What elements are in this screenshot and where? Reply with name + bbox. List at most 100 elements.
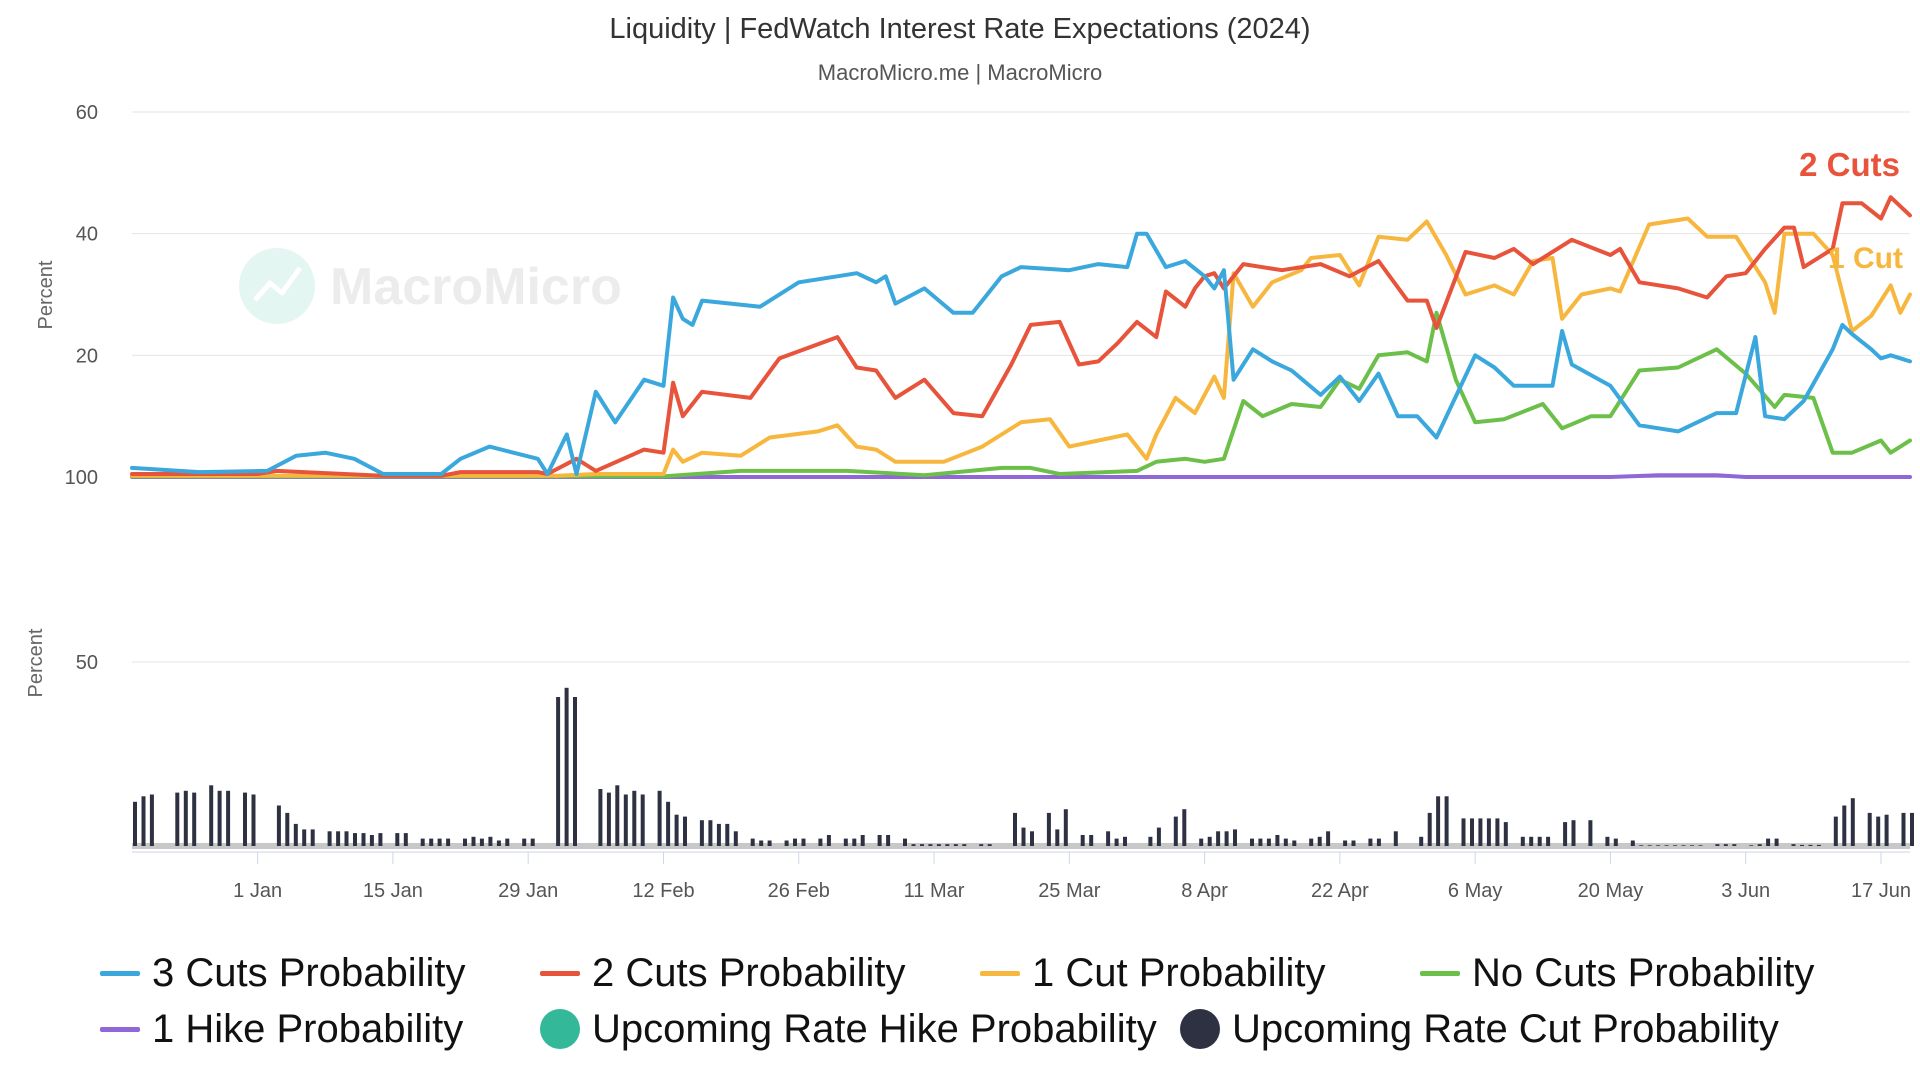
bar-rate-cut[interactable] (1774, 838, 1779, 846)
bar-rate-cut[interactable] (310, 829, 315, 846)
series-line-3-cuts-probability[interactable] (130, 231, 1912, 476)
bar-rate-cut[interactable] (1080, 835, 1085, 846)
bar-rate-cut[interactable] (243, 792, 247, 846)
bar-rate-cut[interactable] (1275, 835, 1280, 846)
bar-rate-cut[interactable] (759, 840, 764, 847)
bar-rate-cut[interactable] (1207, 836, 1212, 846)
bar-rate-cut[interactable] (1605, 836, 1610, 846)
legend-item-no-cuts[interactable]: No Cuts Probability (1420, 951, 1840, 996)
bar-rate-cut[interactable] (1681, 845, 1686, 846)
bar-rate-cut[interactable] (1368, 838, 1373, 846)
bar-rate-cut[interactable] (1419, 836, 1424, 846)
bar-rate-cut[interactable] (420, 838, 425, 846)
bar-rate-cut[interactable] (1833, 816, 1838, 846)
bar-rate-cut[interactable] (1046, 812, 1051, 846)
bar-rate-cut[interactable] (979, 844, 984, 846)
bar-rate-cut[interactable] (1563, 822, 1568, 846)
bar-rate-cut[interactable] (733, 831, 738, 846)
bar-rate-cut[interactable] (1317, 836, 1322, 846)
bar-rate-cut[interactable] (750, 838, 755, 846)
bar-rate-cut[interactable] (403, 833, 408, 846)
bar-rate-cut[interactable] (327, 831, 332, 846)
bar-rate-cut[interactable] (1182, 809, 1187, 846)
bar-rate-cut[interactable] (1613, 838, 1618, 846)
bar-rate-cut[interactable] (699, 820, 704, 846)
bar-rate-cut[interactable] (657, 790, 662, 846)
bar-rate-cut[interactable] (1715, 844, 1720, 846)
bar-rate-cut[interactable] (1664, 845, 1669, 846)
bar-rate-cut[interactable] (369, 835, 374, 846)
bar-rate-cut[interactable] (1250, 838, 1254, 846)
bar-rate-cut[interactable] (471, 836, 476, 846)
bar-rate-cut[interactable] (1478, 818, 1483, 846)
bar-rate-cut[interactable] (1114, 838, 1119, 846)
bar-rate-cut[interactable] (1292, 840, 1297, 847)
bar-rate-cut[interactable] (522, 838, 527, 846)
bar-rate-cut[interactable] (1588, 820, 1593, 846)
bar-rate-cut[interactable] (784, 840, 789, 847)
bar-rate-cut[interactable] (1656, 845, 1661, 846)
bar-rate-cut[interactable] (674, 814, 679, 846)
bar-rate-cut[interactable] (1884, 814, 1889, 846)
bar-rate-cut[interactable] (1461, 818, 1466, 846)
bar-rate-cut[interactable] (302, 829, 307, 846)
bar-rate-cut[interactable] (920, 844, 924, 846)
bar-rate-cut[interactable] (1816, 844, 1821, 846)
legend-item-2-cuts[interactable]: 2 Cuts Probability (540, 951, 980, 996)
bar-rate-cut[interactable] (818, 838, 823, 846)
bar-rate-cut[interactable] (801, 838, 806, 846)
bar-rate-cut[interactable] (1266, 838, 1271, 846)
bar-rate-cut[interactable] (793, 838, 797, 846)
bar-rate-cut[interactable] (826, 835, 831, 846)
bar-rate-cut[interactable] (1766, 838, 1771, 846)
bar-rate-cut[interactable] (1013, 812, 1017, 846)
bar-rate-cut[interactable] (149, 794, 154, 847)
bar-rate-cut[interactable] (361, 833, 366, 846)
bar-rate-cut[interactable] (708, 820, 713, 846)
bar-rate-cut[interactable] (1106, 831, 1111, 846)
bar-rate-cut[interactable] (463, 838, 467, 846)
bar-rate-cut[interactable] (1867, 812, 1872, 846)
bar-rate-cut[interactable] (953, 844, 958, 846)
bar-rate-cut[interactable] (251, 794, 256, 847)
bar-rate-cut[interactable] (1063, 809, 1068, 846)
bar-rate-cut[interactable] (488, 836, 493, 846)
bar-rate-cut[interactable] (556, 697, 561, 846)
bar-rate-cut[interactable] (1309, 838, 1314, 846)
bar-rate-cut[interactable] (1537, 836, 1542, 846)
bar-rate-cut[interactable] (1173, 816, 1178, 846)
bar-rate-cut[interactable] (1808, 844, 1813, 846)
bar-rate-cut[interactable] (479, 838, 484, 846)
bar-rate-cut[interactable] (1283, 838, 1288, 846)
bar-rate-cut[interactable] (276, 805, 281, 847)
bar-rate-cut[interactable] (1030, 831, 1034, 846)
bar-rate-cut[interactable] (564, 687, 569, 846)
bar-rate-cut[interactable] (1910, 812, 1914, 846)
bar-rate-cut[interactable] (1148, 836, 1153, 846)
bar-rate-cut[interactable] (530, 838, 535, 846)
series-line-1-hike-probability[interactable] (130, 473, 1912, 479)
bar-rate-cut[interactable] (1258, 838, 1263, 846)
bar-rate-cut[interactable] (496, 840, 501, 847)
bar-rate-cut[interactable] (623, 794, 628, 847)
bar-rate-cut[interactable] (293, 823, 298, 846)
bar-rate-cut[interactable] (378, 833, 383, 846)
series-line-1-cut-probability[interactable] (130, 216, 1912, 478)
bar-rate-cut[interactable] (1698, 845, 1703, 846)
bar-rate-cut[interactable] (1503, 822, 1508, 846)
legend-item-1-cut[interactable]: 1 Cut Probability (980, 951, 1420, 996)
bar-rate-cut[interactable] (1749, 845, 1754, 846)
bar-rate-cut[interactable] (217, 790, 222, 846)
bar-rate-cut[interactable] (1233, 829, 1237, 846)
bar-rate-cut[interactable] (987, 844, 992, 846)
bar-rate-cut[interactable] (1732, 844, 1737, 846)
bar-rate-cut[interactable] (1520, 836, 1525, 846)
bar-rate-cut[interactable] (1343, 840, 1348, 847)
bar-rate-cut[interactable] (725, 823, 730, 846)
bar-rate-cut[interactable] (1393, 831, 1398, 846)
bar-rate-cut[interactable] (1571, 820, 1576, 846)
bar-rate-cut[interactable] (911, 844, 916, 846)
bar-rate-cut[interactable] (1351, 840, 1356, 847)
legend-item-upcoming-hike[interactable]: Upcoming Rate Hike Probability (540, 1007, 1180, 1052)
series-line-no-cuts-probability[interactable] (130, 310, 1912, 479)
